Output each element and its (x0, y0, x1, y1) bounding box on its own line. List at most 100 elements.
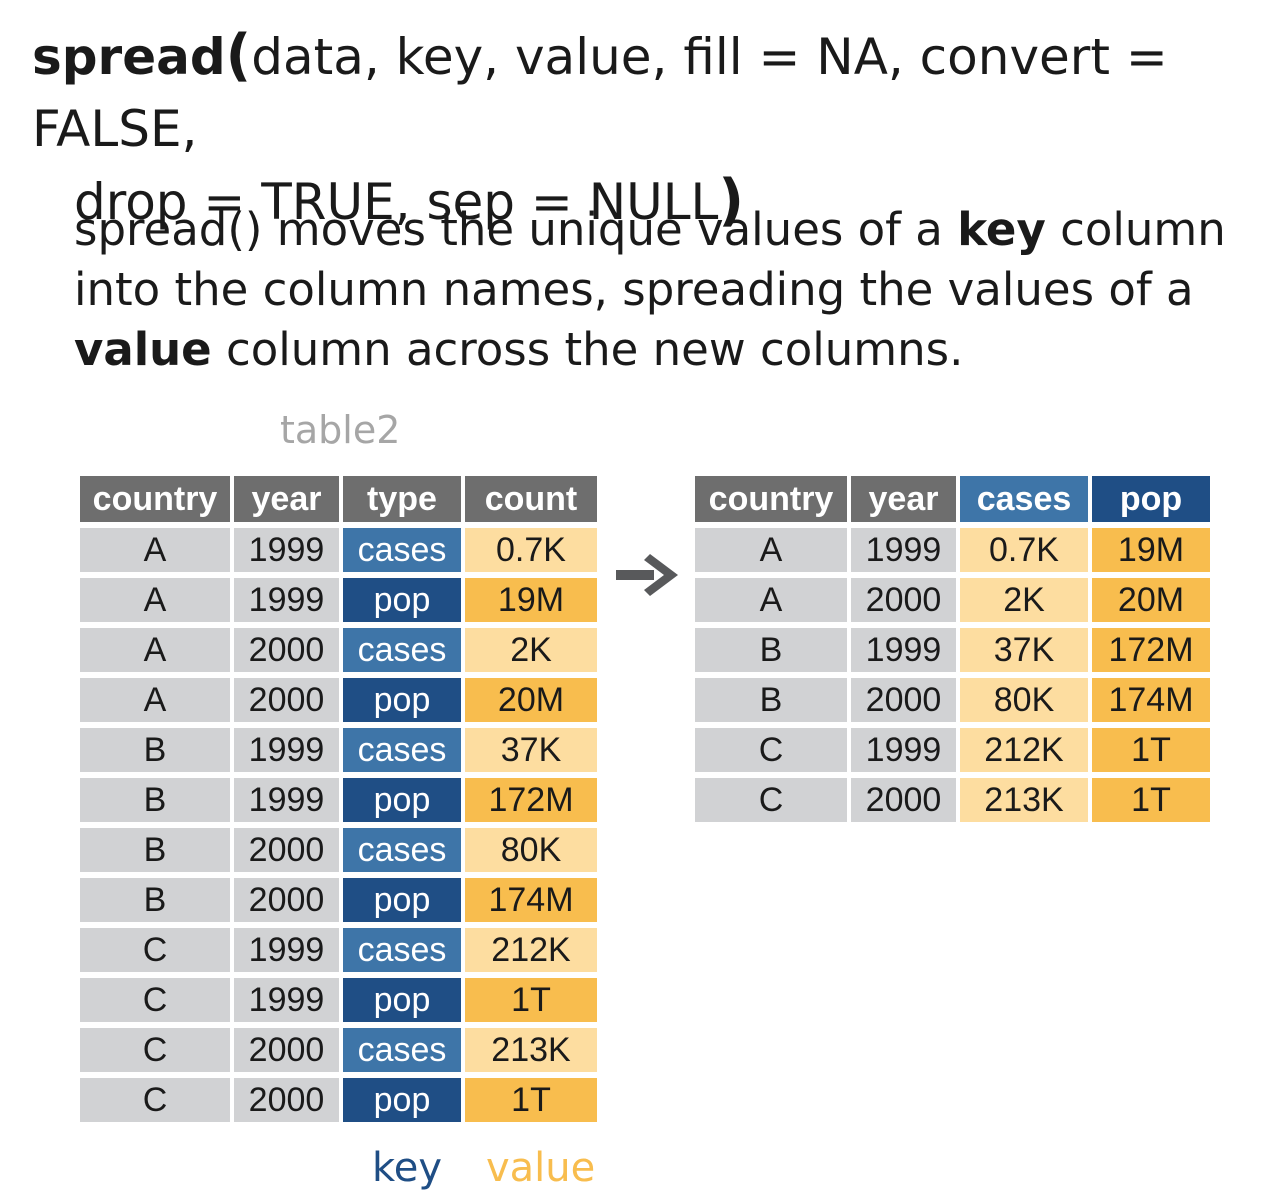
type-cell: cases (343, 828, 461, 872)
header-cell: country (695, 476, 847, 522)
header-cell: year (234, 476, 339, 522)
type-cell: pop (343, 778, 461, 822)
input-table-header: country year type count (80, 476, 597, 522)
year-cell: 2000 (234, 1078, 339, 1122)
year-cell: 2000 (234, 828, 339, 872)
country-cell: C (80, 1078, 230, 1122)
country-cell: C (80, 978, 230, 1022)
pop-cell: 174M (1092, 678, 1210, 722)
open-paren: ( (225, 23, 252, 88)
cases-cell: 213K (960, 778, 1088, 822)
description: spread() moves the unique values of a ke… (74, 200, 1264, 380)
type-cell: cases (343, 1028, 461, 1072)
year-cell: 1999 (234, 978, 339, 1022)
right-arrow-icon (616, 554, 678, 596)
output-table: country year cases pop A 1999 0.7K 19M A 2000 2K 2… (691, 470, 1214, 828)
country-cell: A (80, 578, 230, 622)
table-row: A 2000 pop 20M (80, 678, 597, 722)
year-cell: 1999 (234, 778, 339, 822)
type-cell: cases (343, 528, 461, 572)
cases-cell: 37K (960, 628, 1088, 672)
desc-value-bold: value (74, 323, 212, 376)
country-cell: B (80, 878, 230, 922)
count-cell: 1T (465, 978, 597, 1022)
cases-cell: 2K (960, 578, 1088, 622)
desc-key-bold: key (957, 203, 1046, 256)
pop-cell: 1T (1092, 728, 1210, 772)
country-cell: A (695, 528, 847, 572)
header-cell: cases (960, 476, 1088, 522)
pop-cell: 1T (1092, 778, 1210, 822)
header-cell: pop (1092, 476, 1210, 522)
function-signature: spread(data, key, value, fill = NA, conv… (32, 20, 1272, 238)
table-row: C 1999 pop 1T (80, 978, 597, 1022)
output-table-header: country year cases pop (695, 476, 1210, 522)
table-row: A 2000 2K 20M (695, 578, 1210, 622)
table-row: C 2000 pop 1T (80, 1078, 597, 1122)
pop-cell: 19M (1092, 528, 1210, 572)
type-cell: pop (343, 678, 461, 722)
country-cell: A (695, 578, 847, 622)
country-cell: A (80, 678, 230, 722)
table-row: C 1999 cases 212K (80, 928, 597, 972)
table-caption: table2 (280, 408, 401, 452)
type-cell: cases (343, 928, 461, 972)
table-row: C 2000 cases 213K (80, 1028, 597, 1072)
type-cell: pop (343, 1078, 461, 1122)
table-row: B 1999 37K 172M (695, 628, 1210, 672)
country-cell: B (695, 628, 847, 672)
count-cell: 212K (465, 928, 597, 972)
country-cell: C (695, 778, 847, 822)
pop-cell: 172M (1092, 628, 1210, 672)
cases-cell: 212K (960, 728, 1088, 772)
count-cell: 37K (465, 728, 597, 772)
country-cell: A (80, 628, 230, 672)
table-row: A 1999 pop 19M (80, 578, 597, 622)
year-cell: 1999 (234, 928, 339, 972)
table-row: A 1999 cases 0.7K (80, 528, 597, 572)
args-line2: drop = TRUE, sep = NULL (74, 173, 719, 231)
count-cell: 2K (465, 628, 597, 672)
country-cell: C (80, 1028, 230, 1072)
desc-part2: column into the column names, spreading … (74, 203, 1226, 316)
count-cell: 174M (465, 878, 597, 922)
year-cell: 1999 (234, 528, 339, 572)
args-line1: data, key, value, fill = NA, convert = F… (32, 28, 1168, 158)
args-line2-wrap: drop = TRUE, sep = NULL) (32, 165, 1272, 238)
desc-part1: spread() moves the unique values of a (74, 203, 958, 256)
year-cell: 2000 (851, 578, 956, 622)
table-row: B 2000 cases 80K (80, 828, 597, 872)
year-cell: 1999 (234, 728, 339, 772)
cases-cell: 0.7K (960, 528, 1088, 572)
header-cell: type (343, 476, 461, 522)
key-label: key (372, 1145, 443, 1191)
table-row: B 2000 80K 174M (695, 678, 1210, 722)
count-cell: 172M (465, 778, 597, 822)
year-cell: 2000 (851, 778, 956, 822)
type-cell: pop (343, 878, 461, 922)
year-cell: 2000 (234, 1028, 339, 1072)
country-cell: B (695, 678, 847, 722)
close-paren: ) (718, 168, 745, 233)
pop-cell: 20M (1092, 578, 1210, 622)
type-cell: cases (343, 628, 461, 672)
input-table: country year type count A 1999 cases 0.7K A 1999… (76, 470, 601, 1128)
year-cell: 1999 (851, 628, 956, 672)
type-cell: cases (343, 728, 461, 772)
count-cell: 0.7K (465, 528, 597, 572)
year-cell: 1999 (851, 528, 956, 572)
header-cell: year (851, 476, 956, 522)
year-cell: 1999 (851, 728, 956, 772)
year-cell: 2000 (234, 678, 339, 722)
count-cell: 213K (465, 1028, 597, 1072)
country-cell: C (695, 728, 847, 772)
count-cell: 20M (465, 678, 597, 722)
type-cell: pop (343, 578, 461, 622)
country-cell: C (80, 928, 230, 972)
header-cell: count (465, 476, 597, 522)
table-row: C 1999 212K 1T (695, 728, 1210, 772)
table-row: B 2000 pop 174M (80, 878, 597, 922)
country-cell: B (80, 728, 230, 772)
year-cell: 2000 (234, 628, 339, 672)
count-cell: 80K (465, 828, 597, 872)
